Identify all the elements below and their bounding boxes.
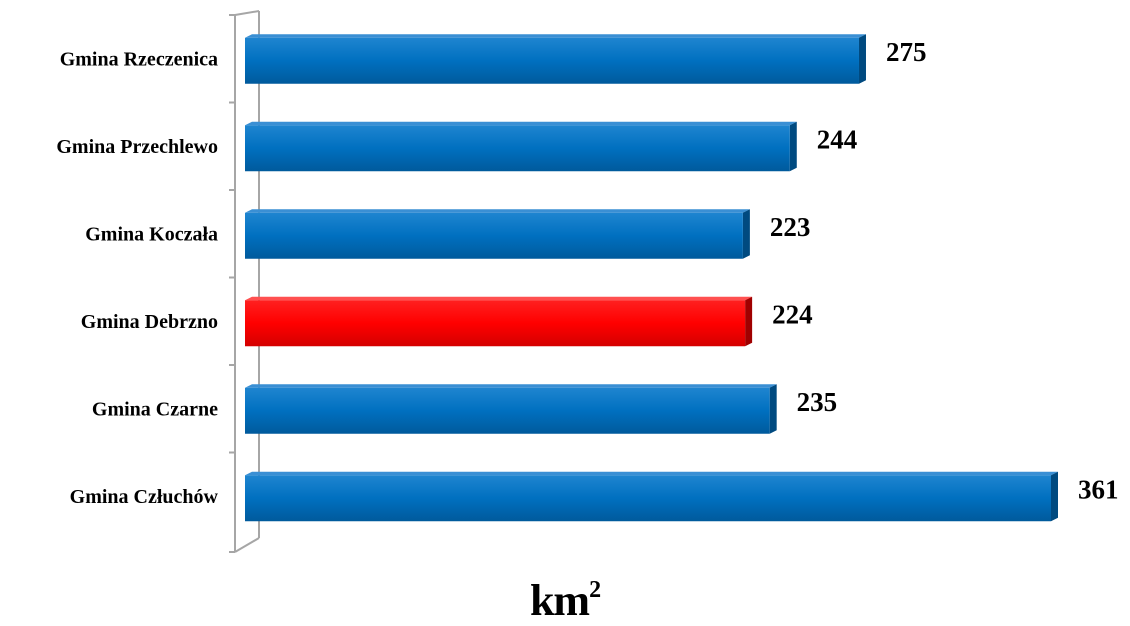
bar-top-face [245,209,750,213]
unit-base: km [529,576,590,625]
axis-unit-label: km2 [0,576,1130,626]
labels: 275 Gmina Rzeczenica 244 Gmina Przechlewo 22… [56,37,1118,508]
value-label: 361 [1078,474,1119,504]
category-label: Gmina Debrzno [81,311,218,333]
category-label: Gmina Koczała [85,223,218,245]
bar-side-face [742,209,750,259]
bar-top-face [245,121,797,126]
bar-top-face [245,471,1058,476]
bar [245,387,770,434]
bar-side-face [745,296,753,347]
unit-superscript: 2 [589,577,601,603]
category-label: Gmina Przechlewo [56,136,218,158]
bar-chart: 275 Gmina Rzeczenica 244 Gmina Przechlewo 22… [56,10,1119,553]
value-label: 224 [772,299,813,329]
category-axis [229,10,260,553]
bar-top-face [245,384,777,388]
value-label: 244 [817,124,858,154]
bar [245,475,1051,522]
bar [245,125,790,172]
bar-side-face [769,384,777,434]
axis-bottom-edge [234,537,260,553]
bar-side-face [789,121,797,172]
axis-top-edge [234,10,260,16]
bar [245,212,743,259]
value-label: 275 [886,37,927,67]
bar-side-face [1051,471,1058,522]
bar-top-face [245,34,866,38]
value-label: 235 [797,387,838,417]
category-label: Gmina Rzeczenica [60,48,218,70]
bar [245,37,859,84]
category-label: Gmina Czarne [92,398,218,420]
value-label: 223 [770,212,811,242]
category-label: Gmina Człuchów [70,486,219,508]
bar-side-face [858,34,866,84]
bar [245,300,746,347]
bar-top-face [245,296,753,301]
bars [245,34,1058,522]
